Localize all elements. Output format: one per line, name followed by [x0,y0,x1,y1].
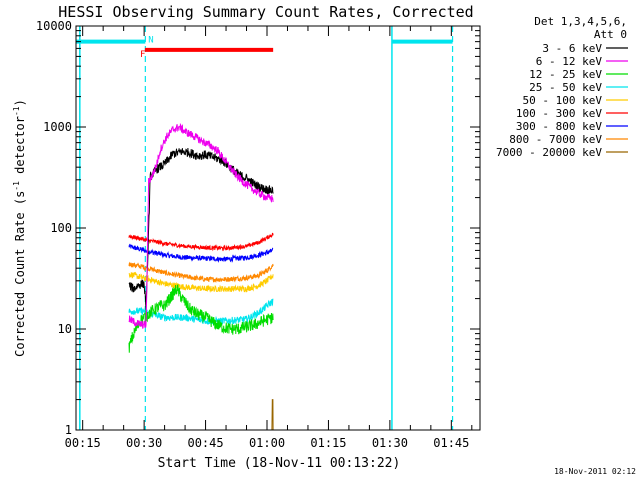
night-label: N [148,36,153,46]
legend-entry-label: 50 - 100 keV [523,94,603,107]
legend-entry-label: 12 - 25 keV [529,68,602,81]
series-line-1 [128,122,274,329]
series-line-5 [128,232,274,252]
legend-entry-label: 300 - 800 keV [516,120,602,133]
legend-entry-label: 7000 - 20000 keV [496,146,602,159]
series-line-2 [128,283,274,353]
y-tick-label: 10000 [36,19,72,33]
y-tick-label: 10 [58,322,72,336]
x-tick-label: 00:15 [65,436,101,450]
y-axis-label-sup-1: -1 [12,181,21,191]
series-line-6 [128,243,274,263]
series-line-8 [129,399,274,431]
x-tick-label: 01:30 [372,436,408,450]
chart-title: HESSI Observing Summary Count Rates, Cor… [58,3,473,21]
y-axis-label: Corrected Count Rate (s-1 detector-1) [12,99,27,357]
x-tick-label: 00:30 [126,436,162,450]
plot-area: NF [76,26,454,431]
y-axis-label-mid: detector [13,116,27,181]
legend-entry-label: 25 - 50 keV [529,81,602,94]
y-axis-label-end: ) [13,99,27,106]
flare-label: F [140,50,145,60]
series-line-0 [128,147,274,311]
x-tick-label: 01:00 [249,436,285,450]
series-line-7 [128,261,274,284]
x-axis-label: Start Time (18-Nov-11 00:13:22) [158,456,401,471]
y-tick-label: 100 [50,221,72,235]
y-axis-label-sup-2: -1 [12,106,21,116]
legend-header-line-2: Att 0 [594,28,627,41]
y-tick-label: 1 [65,423,72,437]
y-tick-label: 1000 [43,120,72,134]
x-tick-label: 01:15 [310,436,346,450]
legend-entry-label: 100 - 300 keV [516,107,602,120]
x-tick-label: 01:45 [433,436,469,450]
legend-header-line-1: Det 1,3,4,5,6, [534,15,627,28]
y-axis: 1 10 100 1000 10000 [36,19,480,437]
x-tick-label: 00:45 [187,436,223,450]
series-line-3 [128,298,274,327]
legend-entry-label: 3 - 6 keV [542,42,602,55]
legend-entry-label: 800 - 7000 keV [509,133,602,146]
x-axis: 00:15 00:30 00:45 01:00 01:15 01:30 01:45 [65,26,473,450]
plot-frame [75,25,481,431]
footer-date: 18-Nov-2011 02:12 [554,467,636,476]
series-line-4 [128,271,274,293]
legend-entry-label: 6 - 12 keV [536,55,603,68]
y-axis-label-main: Corrected Count Rate (s [13,191,27,357]
